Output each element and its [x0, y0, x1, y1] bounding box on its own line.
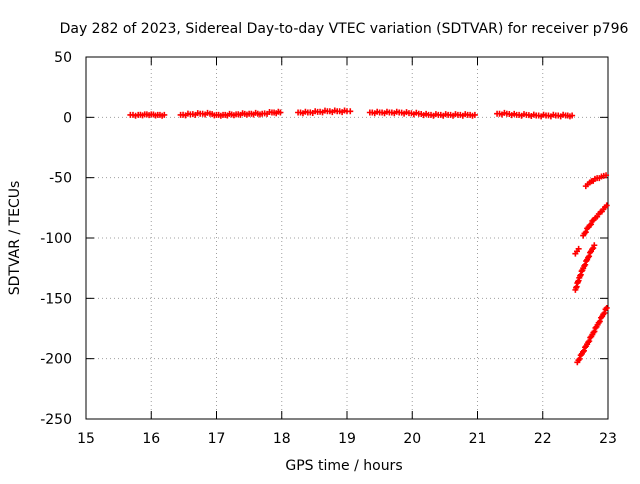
series-segment-10 [574, 304, 610, 366]
x-tick-label: 16 [142, 431, 160, 447]
x-axis-label: GPS time / hours [285, 458, 402, 474]
data-point [585, 339, 592, 346]
data-point [471, 111, 478, 118]
x-tick-label: 22 [534, 431, 552, 447]
data-point [569, 112, 576, 119]
data-point [591, 328, 598, 335]
series-segment-8 [580, 202, 610, 239]
y-tick-label: -250 [40, 412, 72, 428]
y-tick-label: -100 [40, 231, 72, 247]
data-point [347, 108, 354, 115]
x-tick-label: 20 [403, 431, 421, 447]
x-tick-labels: 15 16 17 18 19 20 21 22 23 [77, 431, 617, 447]
x-tick-label: 19 [338, 431, 356, 447]
data-point [580, 347, 587, 354]
y-tick-label: 50 [54, 50, 72, 66]
data-point [582, 229, 589, 236]
x-tick-label: 23 [599, 431, 617, 447]
data-point [161, 111, 168, 118]
data-point [591, 242, 598, 249]
data-point [601, 310, 608, 317]
y-tick-label: 0 [63, 110, 72, 126]
series-segment-6 [582, 172, 610, 190]
x-tick-label: 15 [77, 431, 95, 447]
series-segment-5 [494, 109, 576, 120]
y-tick-label: -150 [40, 291, 72, 307]
series-segment-4 [366, 108, 478, 119]
series-segment-9 [572, 242, 598, 293]
y-tick-label: -200 [40, 352, 72, 368]
series-segment-7 [572, 245, 582, 257]
data-point [592, 324, 599, 331]
data-point [277, 109, 284, 116]
y-tick-labels: 50 0 -50 -100 -150 -200 -250 [40, 50, 72, 428]
data-point [576, 355, 583, 362]
series-segment-1 [127, 111, 168, 119]
data-points [127, 107, 610, 366]
grid [86, 57, 608, 419]
data-point [590, 329, 597, 336]
data-point [603, 304, 610, 311]
data-point [586, 338, 593, 345]
data-point [588, 221, 595, 228]
y-axis-label: SDTVAR / TECUs [7, 181, 23, 296]
data-point [575, 245, 582, 252]
x-tick-label: 17 [208, 431, 226, 447]
data-point [596, 318, 603, 325]
chart-title: Day 282 of 2023, Sidereal Day-to-day VTE… [60, 21, 629, 37]
series-segment-2 [177, 108, 284, 119]
data-point [587, 334, 594, 341]
x-tick-label: 18 [273, 431, 291, 447]
x-tick-label: 21 [469, 431, 487, 447]
y-tick-label: -50 [49, 171, 72, 187]
data-point [586, 253, 593, 260]
data-point [582, 344, 589, 351]
data-point [579, 348, 586, 355]
data-point [603, 202, 610, 209]
series-segment-3 [295, 107, 354, 117]
data-point [582, 261, 589, 268]
data-point [603, 172, 610, 179]
data-point [590, 245, 597, 252]
